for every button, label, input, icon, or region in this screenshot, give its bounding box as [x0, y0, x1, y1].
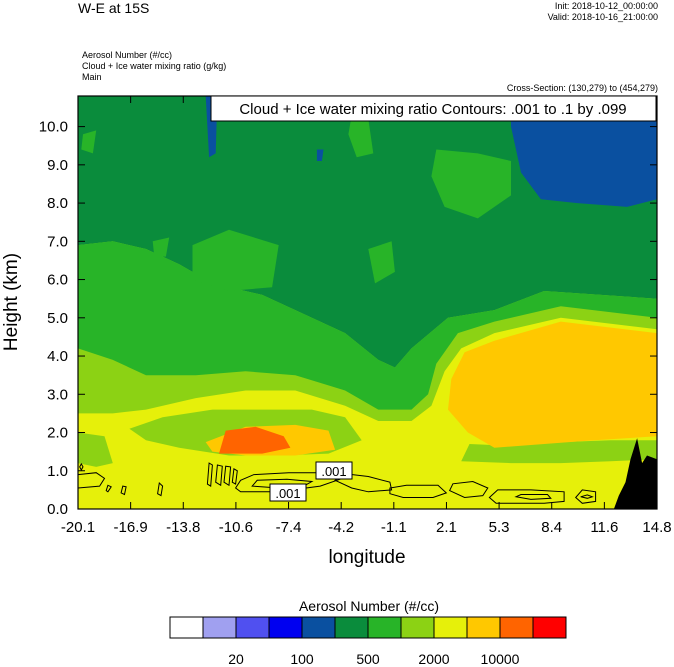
aerosol-region — [368, 241, 395, 284]
y-tick-label: 2.0 — [47, 425, 68, 442]
colorbar-label: 10000 — [481, 651, 520, 667]
valid-time: Valid: 2018-10-16_21:00:00 — [547, 12, 658, 22]
cloud-contour-line — [514, 494, 552, 500]
y-tick-label: 8.0 — [47, 195, 68, 212]
cloud-contour-line — [389, 484, 448, 498]
cloud-contour-line — [488, 489, 565, 504]
cloud-contour-line — [231, 467, 238, 485]
cloud-contour-line — [206, 462, 213, 487]
aerosol-region — [219, 426, 291, 454]
colorbar-swatch — [268, 616, 303, 639]
aerosol-region — [192, 229, 279, 291]
terrain-mask — [613, 438, 657, 509]
x-tick-label: -7.4 — [276, 519, 302, 536]
x-tick-label: -10.6 — [219, 519, 253, 536]
x-tick-label: -16.9 — [114, 519, 148, 536]
colorbar-label: 100 — [290, 651, 314, 667]
y-tick-label: 4.0 — [47, 348, 68, 365]
colorbar-swatch — [499, 616, 534, 639]
contour-level-box — [315, 461, 353, 480]
aerosol-fill-layer — [78, 96, 657, 509]
aerosol-region — [448, 321, 657, 448]
aerosol-region — [152, 237, 170, 257]
cloud-contour-line — [448, 480, 489, 499]
colorbar-swatch — [202, 616, 237, 639]
cloud-contour-line — [157, 481, 164, 497]
x-tick-label: 8.4 — [541, 519, 562, 536]
contour-level-label: .001 — [275, 486, 300, 501]
contour-level-box — [269, 483, 307, 502]
colorbar-swatch — [301, 616, 336, 639]
field-label-main: Main — [82, 72, 102, 82]
x-tick-label: 5.3 — [489, 519, 510, 536]
axes: -20.1 -16.9 -13.8 -10.6 -7.4 -4.2 -1.1 2.1 5.3 8.… — [39, 96, 672, 536]
cloud-contour-line — [105, 484, 112, 493]
colorbar-swatch — [334, 616, 369, 639]
x-tick-label: 14.8 — [642, 519, 671, 536]
colorbar-label: 2000 — [418, 651, 449, 667]
x-tick-label: 2.1 — [436, 519, 457, 536]
cloud-contour-line — [78, 472, 106, 489]
y-tick-label: 9.0 — [47, 157, 68, 174]
contour-info-box — [210, 95, 657, 122]
y-tick-label: 6.0 — [47, 272, 68, 289]
y-axis-label: Height (km) — [1, 253, 22, 351]
y-tick-label: 5.0 — [47, 310, 68, 327]
y-tick-label: 10.0 — [39, 119, 68, 136]
x-tick-label: -1.1 — [381, 519, 407, 536]
y-tick-label: 7.0 — [47, 233, 68, 250]
colorbar-swatch — [433, 616, 468, 639]
colorbar-swatch — [532, 616, 567, 639]
x-tick-label: 11.6 — [590, 519, 618, 536]
aerosol-region — [431, 149, 511, 219]
colorbar-swatch — [169, 616, 204, 639]
colorbar-swatch — [400, 616, 435, 639]
field-label-cloud: Cloud + Ice water mixing ratio (g/kg) — [82, 61, 227, 71]
colorbar-swatch — [466, 616, 501, 639]
cloud-contour-line — [574, 489, 597, 504]
aerosol-region — [511, 96, 657, 207]
cloud-contour-line — [215, 464, 223, 487]
aerosol-region — [316, 149, 324, 161]
y-tick-label: 3.0 — [47, 386, 68, 403]
aerosol-region — [81, 130, 97, 154]
contour-level-label: .001 — [321, 464, 346, 479]
aerosol-region — [78, 432, 113, 467]
field-label-aerosol: Aerosol Number (#/cc) — [82, 50, 173, 60]
aerosol-region — [78, 241, 657, 410]
x-tick-label: -20.1 — [61, 519, 95, 536]
colorbar-label: 20 — [228, 651, 244, 667]
cloud-contour-line — [223, 465, 232, 487]
y-tick-label: 1.0 — [47, 463, 68, 480]
colorbar-title: Aerosol Number (#/cc) — [299, 598, 439, 614]
colorbar-swatch — [367, 616, 402, 639]
contour-info-label: Cloud + Ice water mixing ratio Contours:… — [239, 101, 626, 118]
aerosol-region — [78, 96, 657, 368]
colorbar-swatch — [235, 616, 270, 639]
x-tick-label: -13.8 — [166, 519, 200, 536]
x-tick-label: -4.2 — [328, 519, 354, 536]
y-tick-label: 0.0 — [47, 501, 68, 518]
plot-title: W-E at 15S — [78, 0, 150, 16]
colorbar: 20 100 500 2000 10000 — [169, 616, 567, 667]
cross-section-label: Cross-Section: (130,279) to (454,279) — [506, 83, 658, 93]
aerosol-region — [348, 115, 374, 158]
cloud-contour-line — [79, 462, 84, 472]
cloud-contour-line — [120, 485, 127, 496]
colorbar-label: 500 — [356, 651, 380, 667]
init-time: Init: 2018-10-12_00:00:00 — [554, 1, 658, 11]
x-axis-label: longitude — [328, 547, 405, 568]
cloud-contour-line — [580, 494, 594, 499]
